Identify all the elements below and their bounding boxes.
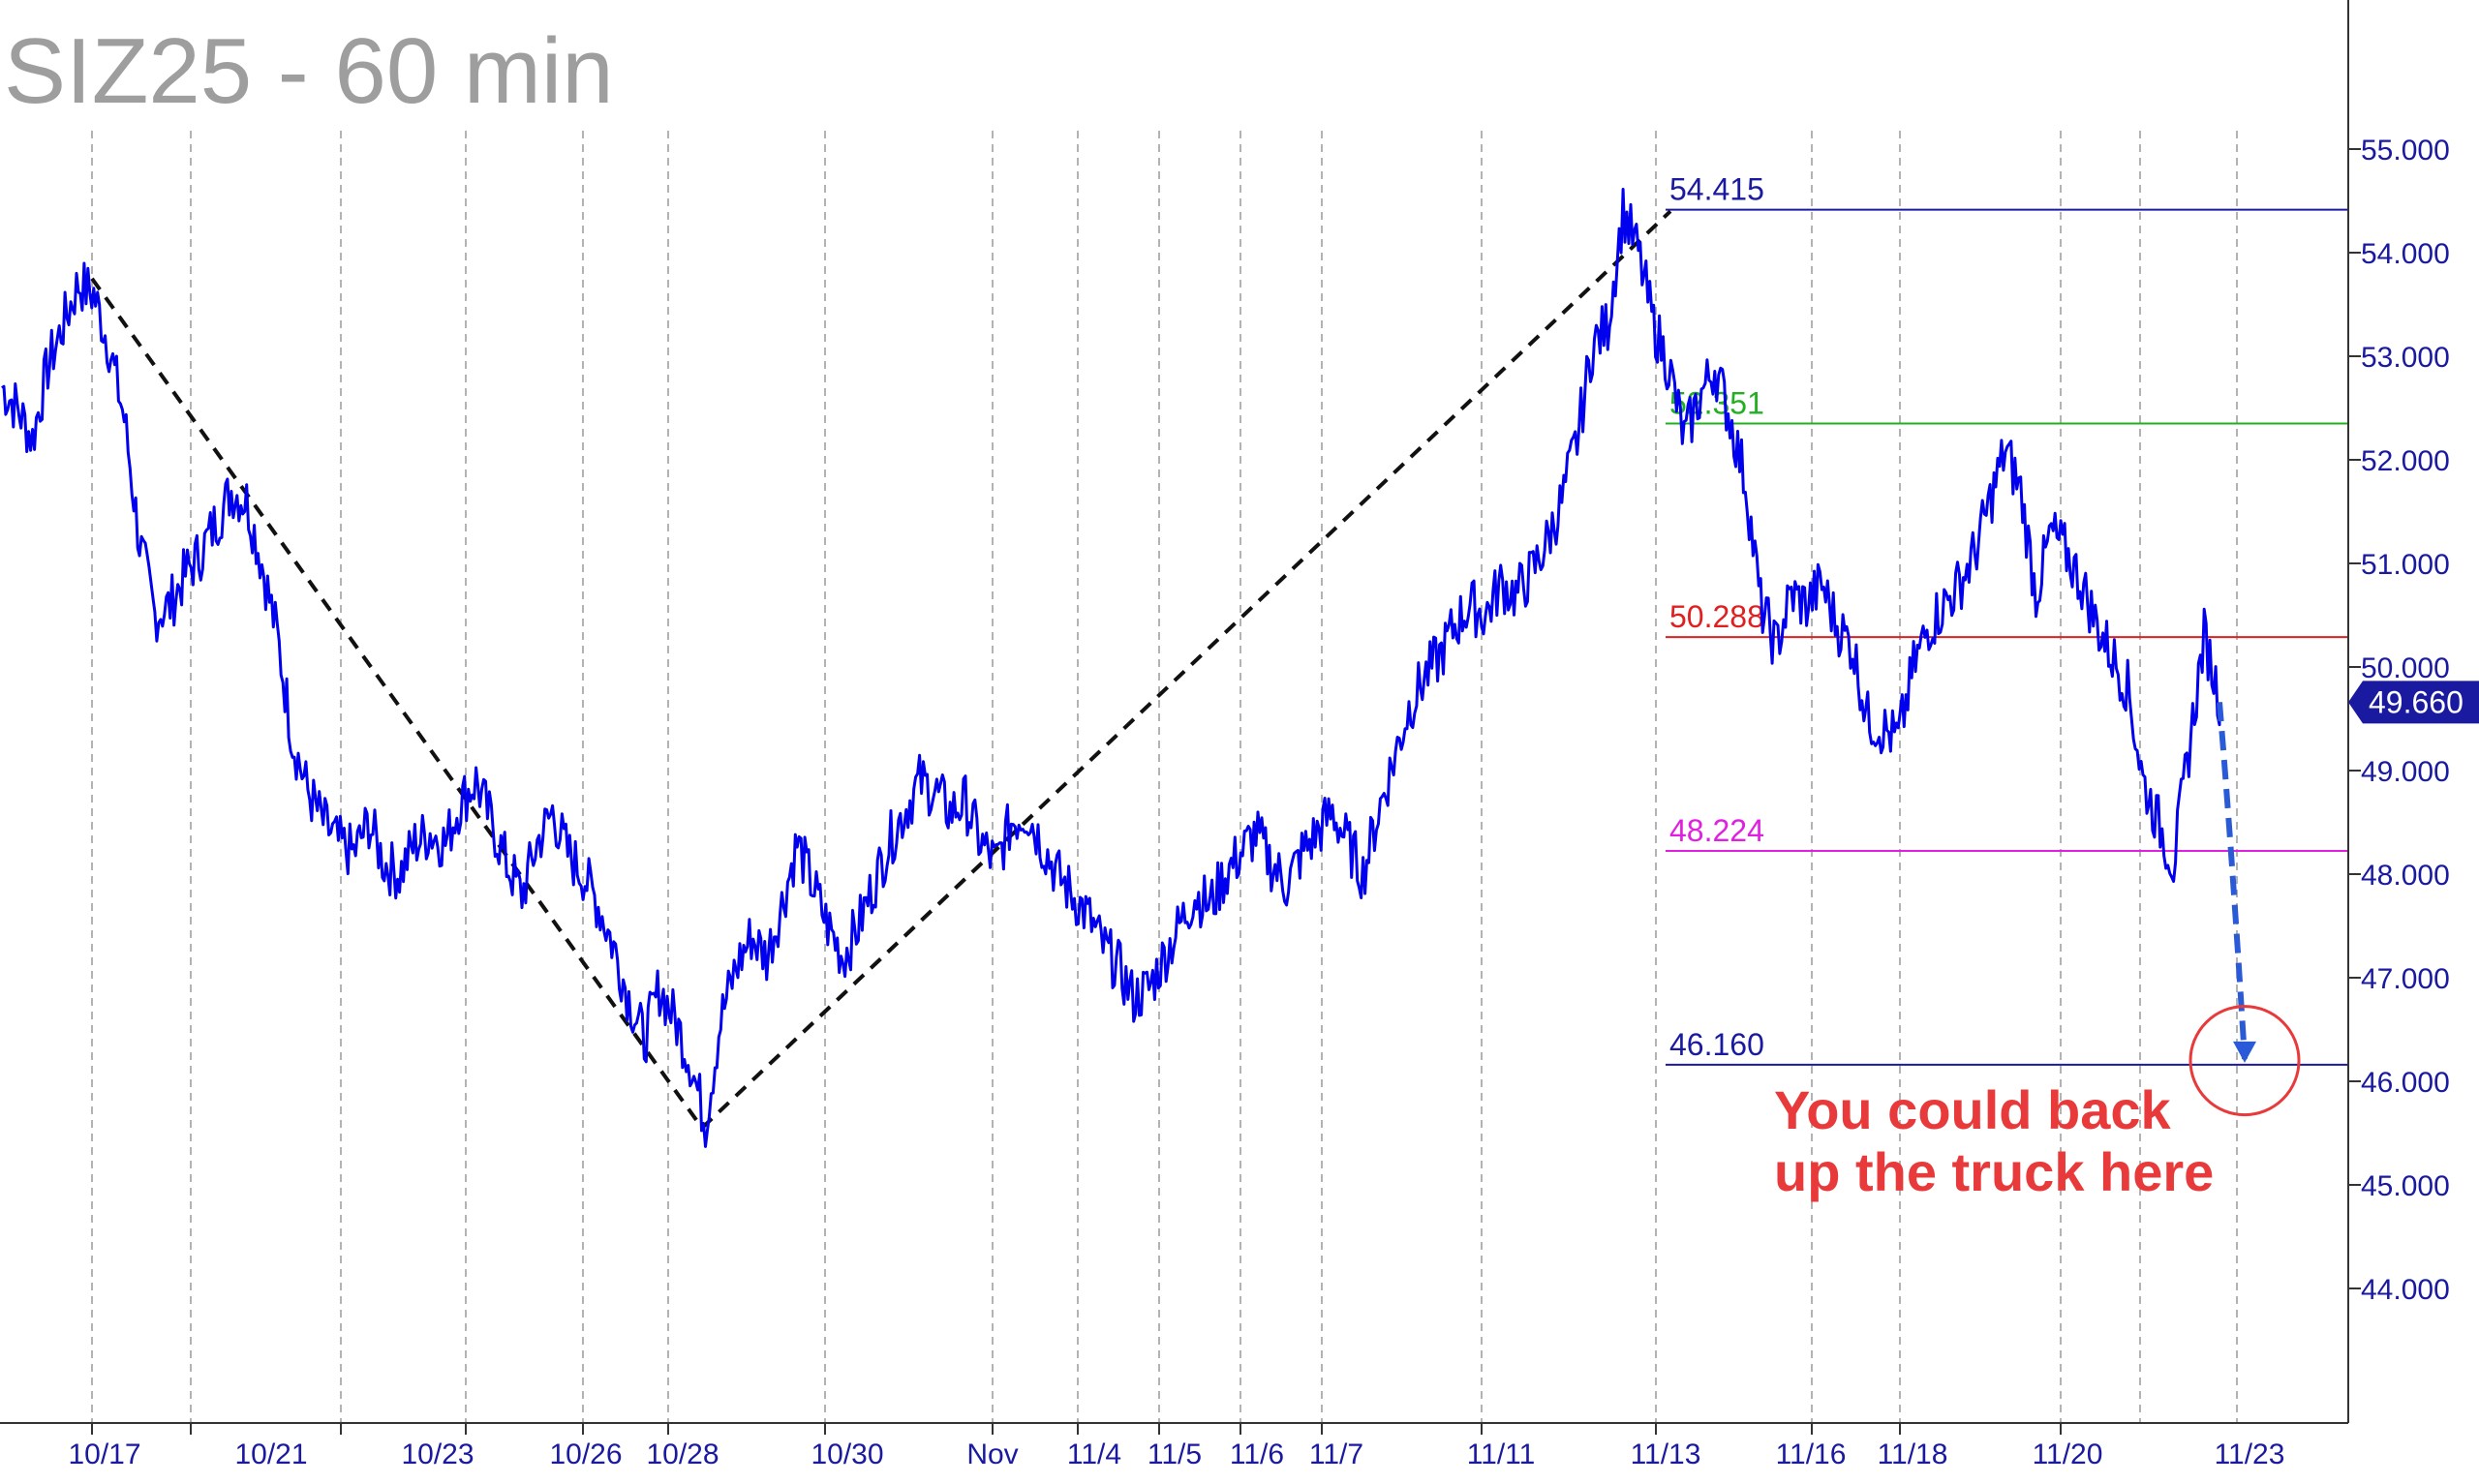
last-price-tag-label: 49.660 <box>2369 684 2464 719</box>
y-axis-ticks: 55.000 54.000 53.000 52.000 51.000 50.000 49.0… <box>2348 135 2450 1306</box>
x-tick-label: 11/5 <box>1148 1439 1202 1470</box>
x-tick-label: 11/7 <box>1309 1439 1363 1470</box>
level-label: 48.224 <box>1669 813 1764 848</box>
annotation-line-1: You could back <box>1774 1079 2172 1140</box>
chart-title: SIZ25 - 60 min <box>4 19 614 123</box>
y-tick-label: 55.000 <box>2361 135 2450 167</box>
projection-arrowhead <box>2233 1041 2256 1063</box>
y-tick-label: 53.000 <box>2361 342 2450 374</box>
x-tick-label: 10/28 <box>646 1439 719 1470</box>
vertical-grid <box>91 131 2238 1423</box>
y-tick-label: 48.000 <box>2361 860 2450 892</box>
abc-dashed-line <box>700 209 1672 1130</box>
x-tick-label: 11/13 <box>1631 1439 1701 1470</box>
x-tick-label: 11/20 <box>2033 1439 2103 1470</box>
level-label: 54.415 <box>1669 172 1764 207</box>
annotation-line-2: up the truck here <box>1774 1141 2214 1202</box>
x-tick-label: 10/23 <box>401 1439 474 1470</box>
x-tick-label: Nov <box>966 1439 1018 1470</box>
y-tick-label: 44.000 <box>2361 1274 2450 1306</box>
target-circle <box>2188 1005 2301 1117</box>
x-tick-label: 11/23 <box>2215 1439 2285 1470</box>
y-tick-label: 50.000 <box>2361 652 2450 684</box>
y-tick-label: 47.000 <box>2361 963 2450 995</box>
x-tick-label: 11/18 <box>1878 1439 1948 1470</box>
price-series-line <box>1 188 2221 1148</box>
x-tick-label: 11/11 <box>1467 1439 1536 1470</box>
x-tick-label: 10/30 <box>811 1439 883 1470</box>
level-label: 50.288 <box>1669 599 1764 634</box>
y-tick-label: 51.000 <box>2361 549 2450 581</box>
y-tick-label: 45.000 <box>2361 1170 2450 1202</box>
x-tick-label: 11/4 <box>1067 1439 1121 1470</box>
x-axis-ticks: 10/17 10/21 10/23 10/26 10/28 10/30 Nov 11/4 11/… <box>68 1423 2284 1470</box>
x-tick-label: 11/6 <box>1230 1439 1284 1470</box>
abc-pattern-lines <box>90 209 1672 1130</box>
x-tick-label: 10/21 <box>234 1439 307 1470</box>
level-label: 46.160 <box>1669 1027 1764 1062</box>
last-price-tag-shape <box>2348 681 2479 724</box>
x-tick-label: 10/17 <box>68 1439 140 1470</box>
last-price-tag: 49.660 <box>2348 681 2479 724</box>
y-tick-label: 46.000 <box>2361 1067 2450 1099</box>
y-tick-label: 54.000 <box>2361 238 2450 270</box>
y-tick-label: 52.000 <box>2361 445 2450 477</box>
x-tick-label: 11/16 <box>1776 1439 1847 1470</box>
x-tick-label: 10/26 <box>549 1439 622 1470</box>
abc-dashed-line <box>90 277 704 1130</box>
y-tick-label: 49.000 <box>2361 756 2450 788</box>
